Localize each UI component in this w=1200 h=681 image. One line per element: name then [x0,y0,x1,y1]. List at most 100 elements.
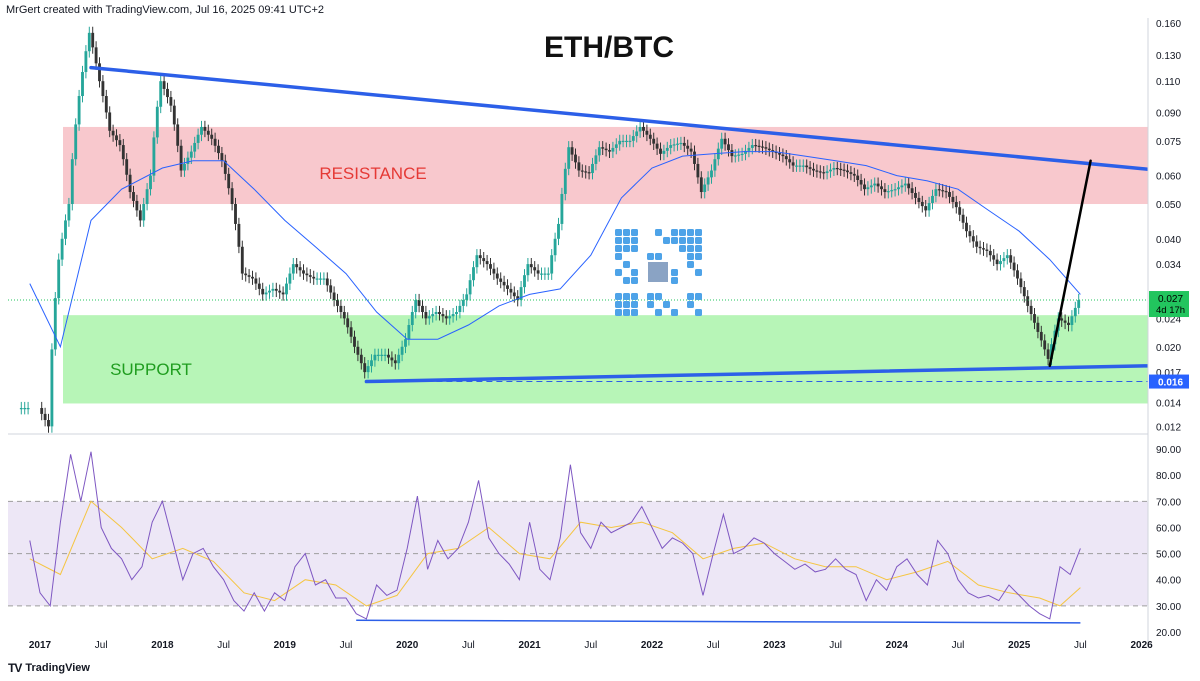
rsi-tick-label: 70.00 [1156,497,1181,508]
candle-body [920,201,924,207]
candle-body [257,283,261,289]
candle-body [291,264,295,274]
candle-body [825,171,829,174]
candle-body [587,172,591,174]
qr-code [615,229,702,316]
zone-resistance [63,126,1148,205]
candle-body [880,186,883,190]
candle-body [155,106,159,138]
candle-body [771,150,775,152]
qr-cell [655,309,662,316]
candle-body [288,273,292,284]
candle-body [1019,278,1023,288]
time-tick-label: 2018 [151,640,174,651]
candle-body [798,165,802,167]
qr-cell [623,237,630,244]
candle-body [478,255,482,259]
candle-body [485,261,489,265]
candle-body [475,255,479,268]
candle-body [1060,318,1064,321]
candle-body [359,354,363,364]
candle-body [203,126,207,131]
time-tick-label: Jul [462,640,475,651]
candle-body [907,183,911,189]
price-tick-label: 0.034 [1156,260,1181,271]
qr-cell [687,261,694,268]
candle-body [958,207,962,215]
candle-body [77,96,81,125]
support-price-tag [1149,374,1189,389]
candle-body [444,316,448,319]
qr-cell [679,229,686,236]
candle-body [1009,255,1013,263]
candle-body [363,363,367,373]
candle-body [829,169,832,172]
qr-cell [655,293,662,300]
candle-body [210,134,214,139]
candle-body [754,145,758,147]
qr-cell [615,237,622,244]
candle-body [397,354,401,364]
qr-cell [647,301,654,308]
candle-body [26,408,30,410]
candle-body [720,138,724,149]
candle-body [849,172,853,174]
candle-body [761,146,764,148]
candle-body [455,312,458,315]
candle-body [750,145,754,148]
candle-body [941,190,945,192]
qr-cell [671,229,678,236]
candle-body [434,312,438,315]
price-tick-label: 0.040 [1156,235,1181,246]
candle-body [193,142,197,152]
candle-body [597,147,601,156]
candle-body [346,318,350,328]
qr-cell [687,293,694,300]
candle-body [237,223,241,247]
candle-body [322,278,326,280]
candle-body [635,131,639,137]
candle-body [846,170,849,173]
candle-body [927,202,931,211]
qr-cell [687,253,694,260]
qr-cell [615,309,622,316]
trendline-lower [364,364,1148,384]
candle-body [94,47,98,64]
candle-body [271,288,275,291]
qr-cell [615,253,622,260]
candle-body [995,259,999,265]
qr-cell [695,309,702,316]
candle-body [424,312,428,319]
candle-body [693,151,696,164]
candle-body [1002,258,1006,262]
candle-body [584,171,588,173]
candle-body [835,168,839,170]
candle-body [159,81,163,107]
candle-body [407,325,411,340]
current-price-tag [1149,291,1189,318]
candle-body [339,305,343,313]
tradingview-brand[interactable]: TV TradingView [8,661,90,675]
time-tick-label: Jul [340,640,353,651]
candle-body [669,145,673,148]
candle-body [87,32,91,52]
candle-body [448,316,452,319]
qr-cell [615,269,622,276]
candle-body [628,140,632,143]
candle-body [696,163,700,178]
qr-cell [615,301,622,308]
candle-body [441,314,445,317]
moving-average-line [29,151,1081,349]
candle-body [574,154,577,163]
candle-body [499,278,503,282]
candle-body [1026,296,1030,306]
qr-cell [623,261,630,268]
candle-body [883,189,887,193]
candle-body [540,273,543,275]
candle-body [370,360,373,367]
candle-body [604,148,608,151]
qr-cell [687,237,694,244]
annotation-resistance: RESISTANCE [319,164,426,183]
candle-body [84,51,88,73]
